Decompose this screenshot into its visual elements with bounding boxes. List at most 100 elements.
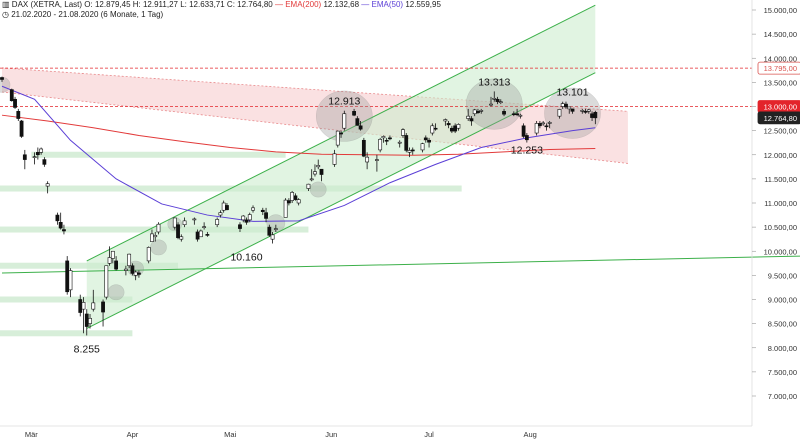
descending-channel-fill (2, 67, 628, 164)
candle-body (518, 114, 523, 117)
candle-body (313, 171, 317, 175)
candle (534, 120, 539, 136)
support-zone-0 (0, 330, 133, 337)
candle (39, 147, 44, 155)
y-tick-label: 14.000,00 (764, 54, 797, 63)
candle-body (427, 139, 431, 143)
candle (410, 147, 415, 155)
candle (176, 222, 180, 240)
descending-channel-lower (1, 91, 628, 164)
candle-body (547, 122, 552, 124)
candle-body (593, 112, 598, 119)
y-tick-label: 10.000,00 (764, 247, 797, 256)
candle (423, 135, 428, 143)
candle (335, 130, 340, 148)
highlight-marker-8 (465, 78, 523, 130)
candle (446, 120, 451, 129)
candle-body (404, 135, 409, 151)
ohlc-readout: O: 12.879,45 H: 12.911,27 L: 12.633,71 C… (84, 0, 273, 9)
x-tick-label: Jun (325, 430, 337, 439)
candle-body (590, 113, 594, 118)
candle-body (570, 108, 575, 112)
candle (433, 123, 438, 131)
candle (443, 118, 448, 126)
candle (146, 246, 151, 264)
candle (515, 108, 519, 117)
candle-body (270, 234, 275, 240)
y-tick-label: 8.500,00 (768, 320, 797, 329)
candle (123, 265, 128, 276)
candle (427, 137, 431, 148)
candle-body (202, 226, 207, 228)
candle (547, 120, 552, 129)
ema200-line (1, 114, 596, 156)
ascending-channel-fill (86, 5, 596, 329)
candle (583, 108, 588, 114)
y-tick-label: 9.500,00 (768, 271, 797, 280)
candle-body (260, 209, 265, 212)
candle (110, 250, 115, 264)
candle-body (65, 260, 70, 293)
candle-body (195, 231, 200, 240)
candle (381, 135, 386, 143)
candle (13, 96, 17, 109)
price-annotation-2: 12.913 (328, 96, 360, 108)
candle-body (114, 260, 119, 270)
support-zone-5 (31, 151, 286, 158)
candle-body (88, 318, 92, 324)
candle (32, 152, 37, 165)
candle-body (378, 139, 383, 151)
price-annotation-0: 8.255 (74, 343, 100, 355)
candle-body (407, 150, 412, 153)
candle (332, 149, 337, 167)
candle-body (244, 219, 249, 223)
candle (35, 147, 40, 160)
candle-body (198, 230, 203, 238)
candle (270, 231, 275, 244)
candle (88, 313, 92, 329)
price-annotation-4: 12.253 (511, 145, 543, 157)
candle-body (241, 215, 246, 221)
candle (150, 229, 154, 242)
candle-body (430, 125, 435, 134)
chart-range-info: ◷ 21.02.2020 - 21.08.2020 (6 Monate, 1 T… (2, 10, 163, 19)
candle (495, 96, 500, 105)
price-tag-2 (757, 111, 800, 125)
x-tick-label: Apr (127, 430, 139, 439)
candle (19, 120, 24, 138)
candle-body (511, 113, 516, 116)
candle (492, 91, 497, 102)
candle-body (293, 195, 298, 200)
candle-body (39, 148, 44, 153)
candle-body (352, 111, 356, 116)
y-tick-label: 12.500,00 (764, 127, 797, 136)
chart-header: ▥ DAX (XETRA, Last) O: 12.879,45 H: 12.9… (2, 0, 441, 9)
candle-body (225, 205, 229, 211)
candle-body (564, 103, 568, 108)
candle (388, 135, 392, 141)
candle (309, 169, 314, 182)
candle (130, 263, 135, 276)
candle-body (443, 119, 448, 122)
candle (104, 265, 109, 300)
candlestick-icon: ▥ (2, 0, 10, 9)
candle-body (290, 192, 295, 201)
ema50-legend: — EMA(50) (361, 0, 404, 9)
candle (593, 110, 598, 125)
candle-body (560, 103, 565, 107)
candle (361, 137, 366, 158)
candle-body (466, 115, 471, 119)
candle-body (273, 228, 278, 230)
candle-body (182, 220, 187, 226)
price-annotation-5: 13.101 (556, 87, 588, 99)
candle-body (449, 127, 454, 132)
candle-body (78, 299, 83, 313)
candle (215, 217, 220, 228)
candle-body (45, 183, 50, 187)
candle-body (355, 118, 360, 126)
candle (524, 133, 529, 143)
candle-body (358, 125, 363, 130)
candle (564, 101, 568, 109)
candle (489, 96, 493, 107)
